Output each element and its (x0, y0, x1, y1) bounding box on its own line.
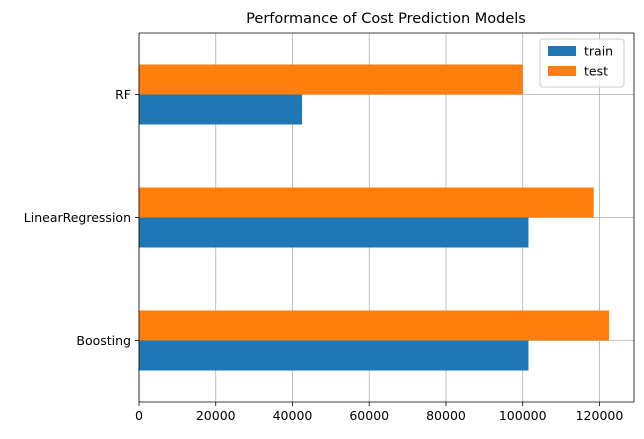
bar-test-boosting (139, 310, 610, 341)
x-tick-label: 120000 (576, 408, 624, 423)
x-tick-label: 60000 (349, 408, 389, 423)
bar-train-rf (139, 94, 303, 125)
chart-title: Performance of Cost Prediction Models (246, 11, 526, 27)
x-tick-label: 40000 (273, 408, 313, 423)
x-tick-label: 20000 (196, 408, 236, 423)
x-tick-label: 80000 (426, 408, 466, 423)
bar-test-linearregression (139, 187, 594, 218)
y-tick-label: LinearRegression (24, 210, 131, 225)
x-axis-ticks: 0 20000 40000 60000 80000 100000 120000 (135, 402, 623, 423)
x-tick-label: 0 (135, 408, 143, 423)
bar-test-rf (139, 64, 523, 95)
legend-swatch-train (548, 46, 576, 56)
x-tick-label: 100000 (499, 408, 547, 423)
legend: train test (539, 38, 625, 88)
legend-swatch-test (548, 66, 576, 76)
bar-train-boosting (139, 340, 529, 371)
legend-label-train: train (584, 44, 613, 59)
y-axis-ticks: Boosting LinearRegression RF (24, 87, 139, 348)
y-tick-label: Boosting (76, 333, 131, 348)
legend-label-test: test (584, 64, 608, 79)
y-tick-label: RF (115, 87, 131, 102)
bars (139, 64, 610, 371)
bar-train-linearregression (139, 217, 529, 248)
